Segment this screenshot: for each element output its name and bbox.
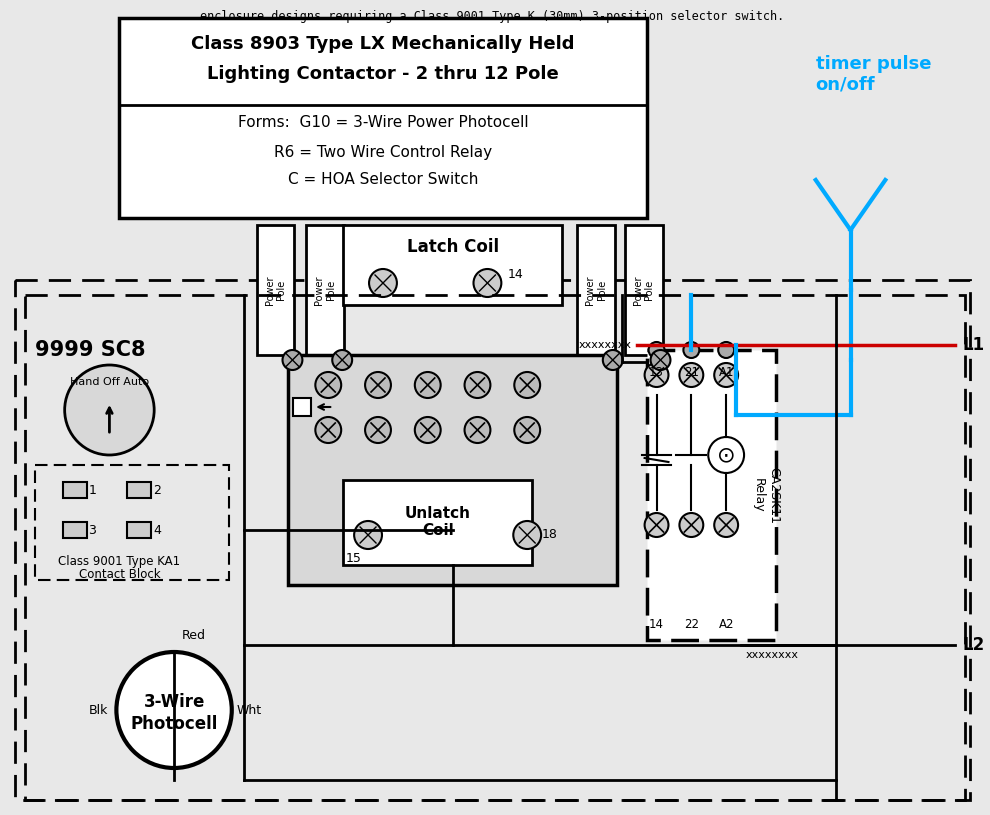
Circle shape [679,363,703,387]
Bar [25,295,965,800]
Bar [128,482,151,498]
Text: 3-Wire: 3-Wire [144,693,205,711]
Text: Blk: Blk [89,703,109,716]
Text: Power
Pole: Power Pole [633,275,654,305]
Text: L2: L2 [963,636,985,654]
Circle shape [415,372,441,398]
Bar [62,482,86,498]
Circle shape [365,417,391,443]
Text: Contact Block: Contact Block [78,569,160,581]
Text: 14: 14 [507,268,523,281]
Circle shape [708,437,744,473]
Bar [62,522,86,538]
Bar [293,398,312,416]
Circle shape [718,342,735,358]
Text: Unlatch
Coil: Unlatch Coil [405,506,470,538]
Circle shape [282,350,302,370]
Text: Class 9001 Type KA1: Class 9001 Type KA1 [58,556,180,569]
Text: 9999 SC8: 9999 SC8 [35,340,146,360]
Text: enclosure designs requiring a Class 9001 Type K (30mm) 3-position selector switc: enclosure designs requiring a Class 9001… [200,10,784,23]
Text: CA2SK11
Relay: CA2SK11 Relay [752,466,780,523]
Bar [306,225,345,355]
Text: xxxxxxxx: xxxxxxxx [579,340,632,350]
Text: Power
Pole: Power Pole [264,275,286,305]
Circle shape [316,417,342,443]
Text: R6 = Two Wire Control Relay: R6 = Two Wire Control Relay [274,145,492,160]
Text: 2: 2 [153,483,161,496]
Circle shape [514,372,541,398]
Text: 4: 4 [153,523,161,536]
Circle shape [648,342,664,358]
Bar [625,225,662,355]
Text: Hand Off Auto: Hand Off Auto [70,377,148,387]
Text: 3: 3 [88,523,96,536]
Text: Power
Pole: Power Pole [585,275,607,305]
Circle shape [603,350,623,370]
Text: Red: Red [182,629,206,642]
Text: 14: 14 [649,619,664,632]
Text: timer pulse
on/off: timer pulse on/off [816,55,932,94]
Bar [35,465,229,580]
Text: 1: 1 [88,483,96,496]
Text: Photocell: Photocell [131,715,218,733]
Bar [646,350,776,640]
Circle shape [644,363,668,387]
Text: C = HOA Selector Switch: C = HOA Selector Switch [288,172,478,187]
Text: 15: 15 [346,552,361,565]
Text: Wht: Wht [237,703,262,716]
Text: 18: 18 [543,528,558,541]
Text: ⊙: ⊙ [717,445,736,465]
Circle shape [650,350,670,370]
Bar [128,522,151,538]
Text: L1: L1 [963,336,985,354]
Circle shape [714,363,739,387]
Bar [344,480,533,565]
Circle shape [333,350,352,370]
Bar [15,280,970,800]
Bar [577,225,615,355]
Text: A2: A2 [719,619,734,632]
Circle shape [473,269,501,297]
Circle shape [714,513,739,537]
Circle shape [64,365,154,455]
Circle shape [644,513,668,537]
Circle shape [117,652,232,768]
Circle shape [683,342,699,358]
Circle shape [316,372,342,398]
Circle shape [415,417,441,443]
Circle shape [464,372,490,398]
Circle shape [514,417,541,443]
Bar [120,18,646,218]
Text: Class 8903 Type LX Mechanically Held: Class 8903 Type LX Mechanically Held [191,35,575,53]
Text: 21: 21 [684,365,699,378]
Circle shape [513,521,542,549]
Text: Lighting Contactor - 2 thru 12 Pole: Lighting Contactor - 2 thru 12 Pole [207,65,558,83]
Bar [344,225,562,305]
Circle shape [369,269,397,297]
Circle shape [365,372,391,398]
Circle shape [354,521,382,549]
Bar [256,225,294,355]
Bar [288,355,617,585]
Text: 13: 13 [649,365,664,378]
Text: xxxxxxxx: xxxxxxxx [746,650,799,660]
Text: 22: 22 [684,619,699,632]
Text: Latch Coil: Latch Coil [407,238,499,256]
Circle shape [464,417,490,443]
Text: Forms:  G10 = 3-Wire Power Photocell: Forms: G10 = 3-Wire Power Photocell [238,115,529,130]
Circle shape [679,513,703,537]
Text: Power
Pole: Power Pole [315,275,336,305]
Text: A1: A1 [719,365,734,378]
